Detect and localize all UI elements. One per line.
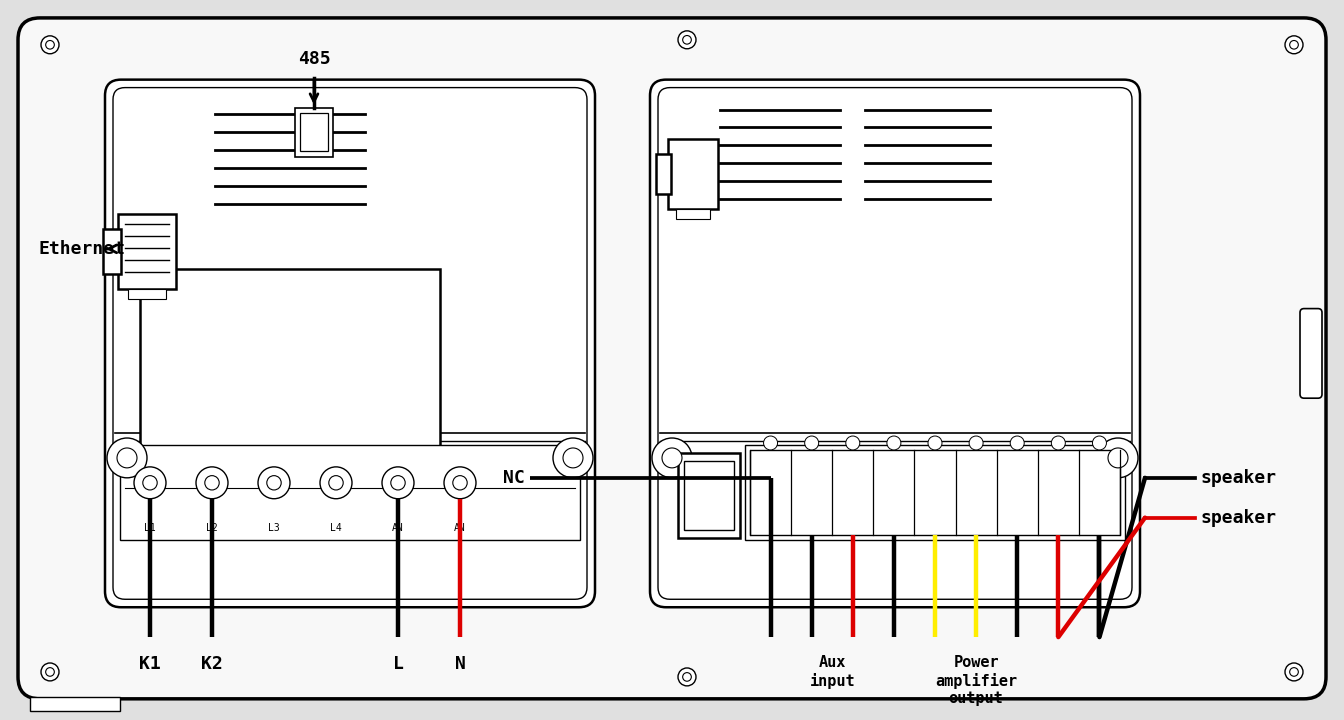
Circle shape (134, 467, 167, 499)
FancyBboxPatch shape (1300, 309, 1322, 398)
Circle shape (46, 667, 54, 676)
FancyBboxPatch shape (113, 88, 587, 599)
FancyBboxPatch shape (105, 80, 595, 607)
Circle shape (1093, 436, 1106, 450)
Circle shape (453, 476, 468, 490)
Bar (745, 445, 1125, 539)
Bar (300, 114, 328, 151)
Text: speaker: speaker (1200, 469, 1275, 487)
Bar (750, 450, 1120, 534)
Text: NC: NC (503, 469, 526, 487)
Circle shape (663, 448, 681, 468)
Circle shape (763, 436, 778, 450)
Text: AN: AN (392, 523, 405, 533)
Circle shape (46, 40, 54, 49)
Circle shape (391, 476, 405, 490)
Circle shape (552, 438, 593, 478)
Bar (120, 445, 581, 539)
Bar (118, 214, 176, 289)
FancyBboxPatch shape (659, 88, 1132, 599)
Text: L3: L3 (267, 523, 280, 533)
Text: L: L (392, 655, 403, 673)
Circle shape (320, 467, 352, 499)
Circle shape (1011, 436, 1024, 450)
Circle shape (1098, 438, 1138, 478)
Text: N: N (454, 655, 465, 673)
Text: L1: L1 (144, 523, 156, 533)
FancyBboxPatch shape (650, 80, 1140, 607)
Text: AN: AN (454, 523, 466, 533)
Bar (656, 154, 671, 194)
Circle shape (42, 663, 59, 681)
Circle shape (1107, 448, 1128, 468)
Circle shape (204, 476, 219, 490)
Bar (294, 107, 333, 157)
Text: L4: L4 (331, 523, 341, 533)
Circle shape (382, 467, 414, 499)
Text: Power
amplifier
output: Power amplifier output (935, 655, 1017, 706)
Circle shape (652, 438, 692, 478)
Text: K1: K1 (140, 655, 161, 673)
Text: K2: K2 (202, 655, 223, 673)
Text: Ethernet: Ethernet (38, 240, 125, 258)
Circle shape (258, 467, 290, 499)
Circle shape (805, 436, 818, 450)
Circle shape (969, 436, 982, 450)
Circle shape (117, 448, 137, 468)
Bar (128, 289, 167, 299)
Circle shape (444, 467, 476, 499)
Circle shape (329, 476, 343, 490)
Bar (30, 697, 120, 711)
Circle shape (1051, 436, 1066, 450)
Text: L2: L2 (206, 523, 218, 533)
Circle shape (677, 31, 696, 49)
Bar (676, 209, 710, 219)
Bar (140, 269, 439, 478)
Circle shape (1290, 667, 1298, 676)
Circle shape (1285, 663, 1302, 681)
Circle shape (887, 436, 900, 450)
Text: 485: 485 (297, 50, 331, 68)
Bar (684, 461, 734, 530)
Circle shape (267, 476, 281, 490)
Circle shape (1290, 40, 1298, 49)
Bar (103, 229, 121, 274)
Circle shape (927, 436, 942, 450)
Circle shape (1285, 36, 1302, 54)
Circle shape (845, 436, 860, 450)
Circle shape (196, 467, 228, 499)
Text: Aux
input: Aux input (809, 655, 855, 688)
FancyBboxPatch shape (17, 18, 1327, 699)
Circle shape (42, 36, 59, 54)
Circle shape (677, 668, 696, 686)
Text: speaker: speaker (1200, 508, 1275, 526)
Circle shape (563, 448, 583, 468)
Circle shape (108, 438, 146, 478)
Bar (677, 453, 741, 538)
Circle shape (683, 672, 691, 681)
Circle shape (142, 476, 157, 490)
Circle shape (683, 35, 691, 44)
Bar (668, 140, 718, 209)
